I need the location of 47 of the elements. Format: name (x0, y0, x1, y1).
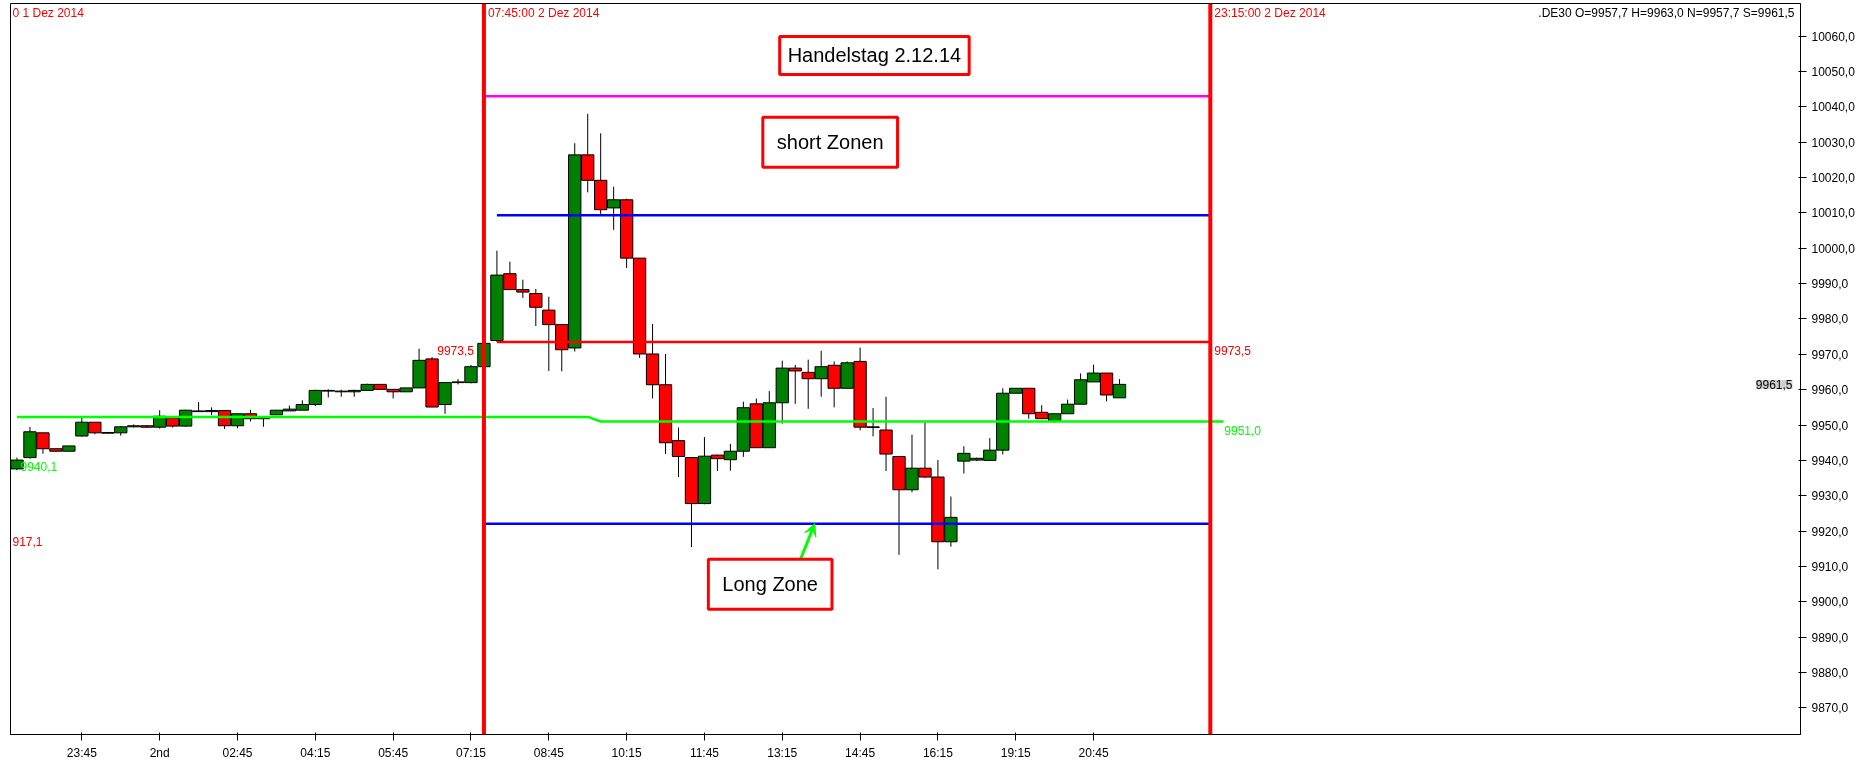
x-tick-label: 23:45 (66, 745, 98, 760)
x-tick-label: 05:45 (378, 745, 409, 760)
annotation: Long Zone (722, 573, 818, 596)
x-tick-label: 02:45 (222, 745, 253, 760)
y-tick-label: 9890,0 (1811, 630, 1849, 645)
y-tick-label: 9950,0 (1811, 418, 1849, 433)
x-tick-label: 04:15 (300, 745, 331, 760)
annotation: 9940,1 (20, 460, 58, 475)
x-tick-label: 19:15 (1000, 745, 1032, 760)
x-tick-label: 2nd (149, 745, 170, 760)
y-tick-label: 9960,0 (1811, 383, 1849, 398)
y-tick-label: 9870,0 (1811, 701, 1849, 716)
x-tick-label: 16:15 (922, 745, 954, 760)
annotation: .DE30 O=9957,7 H=9963,0 N=9957,7 S=9961,5 (1538, 5, 1795, 20)
annotation: 9961,5 (1755, 377, 1793, 392)
x-tick-label: 07:15 (455, 745, 487, 760)
y-tick-label: 9940,0 (1811, 453, 1849, 468)
y-tick-label: 10060,0 (1811, 29, 1856, 44)
y-tick-label: 9970,0 (1811, 347, 1849, 362)
annotation: 9951,0 (1224, 423, 1262, 438)
y-tick-label: 10050,0 (1811, 64, 1856, 79)
x-tick-label: 20:45 (1078, 745, 1109, 760)
x-tick-label: 13:15 (767, 745, 798, 760)
annotation: short Zonen (776, 131, 884, 154)
y-tick-label: 9900,0 (1811, 595, 1849, 610)
annotation: 0 1 Dez 2014 (12, 5, 85, 20)
y-tick-label: 9980,0 (1811, 312, 1849, 327)
annotation: 917,1 (12, 534, 43, 549)
y-tick-label: 9930,0 (1811, 489, 1849, 504)
y-tick-label: 10000,0 (1811, 241, 1856, 256)
x-tick-label: 10:15 (611, 745, 642, 760)
y-tick-label: 10040,0 (1811, 100, 1856, 115)
y-tick-label: 9910,0 (1811, 560, 1849, 575)
x-tick-label: 11:45 (689, 745, 720, 760)
x-tick-label: 08:45 (533, 745, 565, 760)
annotation: Handelstag 2.12.14 (787, 44, 962, 67)
annotation: 9973,5 (1214, 343, 1252, 358)
y-tick-label: 9920,0 (1811, 524, 1849, 539)
y-tick-label: 9990,0 (1811, 277, 1849, 292)
y-tick-label: 10010,0 (1811, 206, 1856, 221)
annotation: 9973,5 (437, 343, 475, 358)
annotation: 23:15:00 2 Dez 2014 (1214, 5, 1327, 20)
y-tick-label: 9880,0 (1811, 666, 1849, 681)
annotation: 07:45:00 2 Dez 2014 (487, 5, 600, 20)
y-tick-label: 10020,0 (1811, 171, 1856, 185)
x-tick-label: 14:45 (845, 745, 876, 760)
y-tick-label: 10030,0 (1811, 135, 1856, 150)
